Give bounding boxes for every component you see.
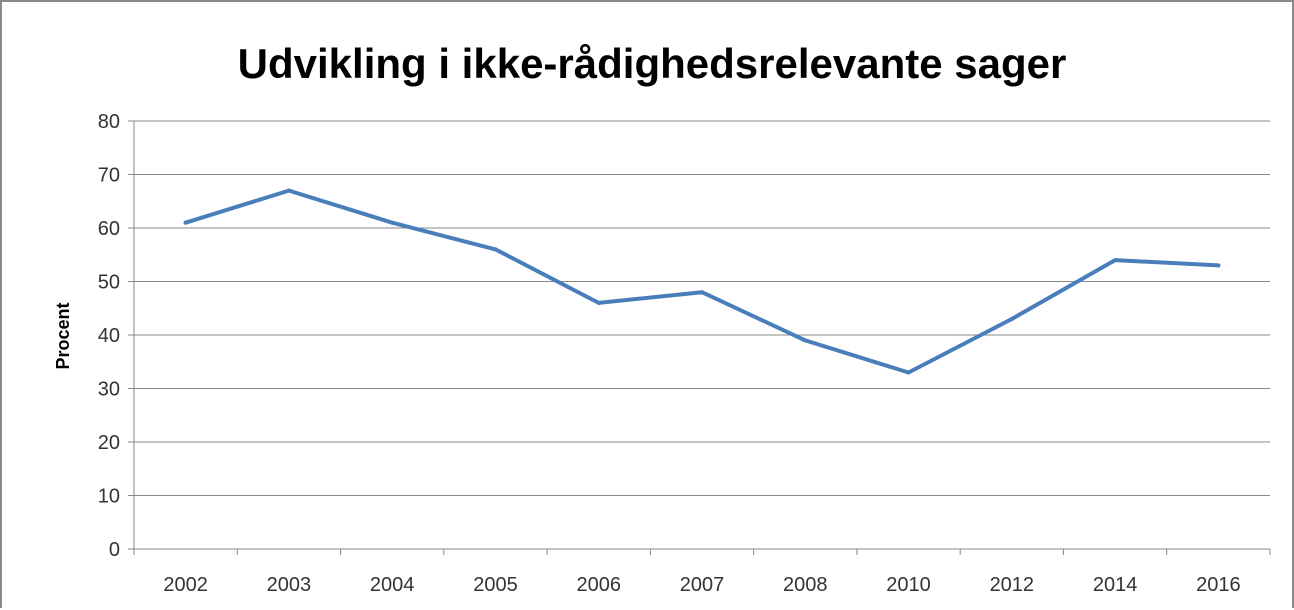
data-point — [700, 290, 704, 295]
y-tick-labels: 0 10 20 30 40 50 60 70 80 — [98, 111, 120, 561]
data-point — [390, 220, 395, 225]
y-axis-label: Procent — [53, 302, 73, 369]
x-tick-label: 2003 — [267, 574, 312, 596]
x-tick-label: 2012 — [990, 574, 1035, 596]
data-point — [183, 220, 188, 225]
gridlines — [134, 120, 1270, 496]
axes — [128, 120, 1271, 555]
x-tick-label: 2002 — [163, 574, 208, 596]
series-layer — [183, 188, 1221, 375]
y-tick-label: 70 — [98, 165, 120, 187]
data-point — [906, 370, 911, 375]
x-tick-label: 2016 — [1196, 574, 1241, 596]
data-point — [596, 300, 601, 305]
data-point — [1009, 316, 1014, 321]
x-tick-label: 2004 — [370, 574, 415, 596]
data-point — [803, 338, 808, 343]
y-tick-label: 80 — [98, 111, 120, 133]
data-point — [1113, 258, 1118, 263]
y-tick-label: 50 — [98, 272, 120, 294]
chart-title: Udvikling i ikke-rådighedsrelevante sage… — [238, 40, 1067, 87]
data-point — [286, 188, 291, 193]
x-tick-label: 2014 — [1093, 574, 1138, 596]
y-tick-label: 0 — [109, 539, 120, 561]
y-tick-label: 60 — [98, 218, 120, 240]
y-tick-label: 10 — [98, 486, 120, 508]
x-tick-label: 2008 — [783, 574, 828, 596]
x-tick-label: 2007 — [680, 574, 725, 596]
x-tick-label: 2005 — [473, 574, 518, 596]
x-tick-labels: 2002 2003 2004 2005 2006 2007 2008 2010 2012 2014… — [163, 574, 1240, 596]
x-tick-label: 2010 — [886, 574, 931, 596]
x-tick-label: 2006 — [576, 574, 621, 596]
y-tick-label: 40 — [98, 325, 120, 347]
y-tick-label: 20 — [98, 432, 120, 454]
data-point — [1216, 263, 1221, 268]
y-tick-label: 30 — [98, 379, 120, 401]
data-point — [493, 247, 498, 252]
